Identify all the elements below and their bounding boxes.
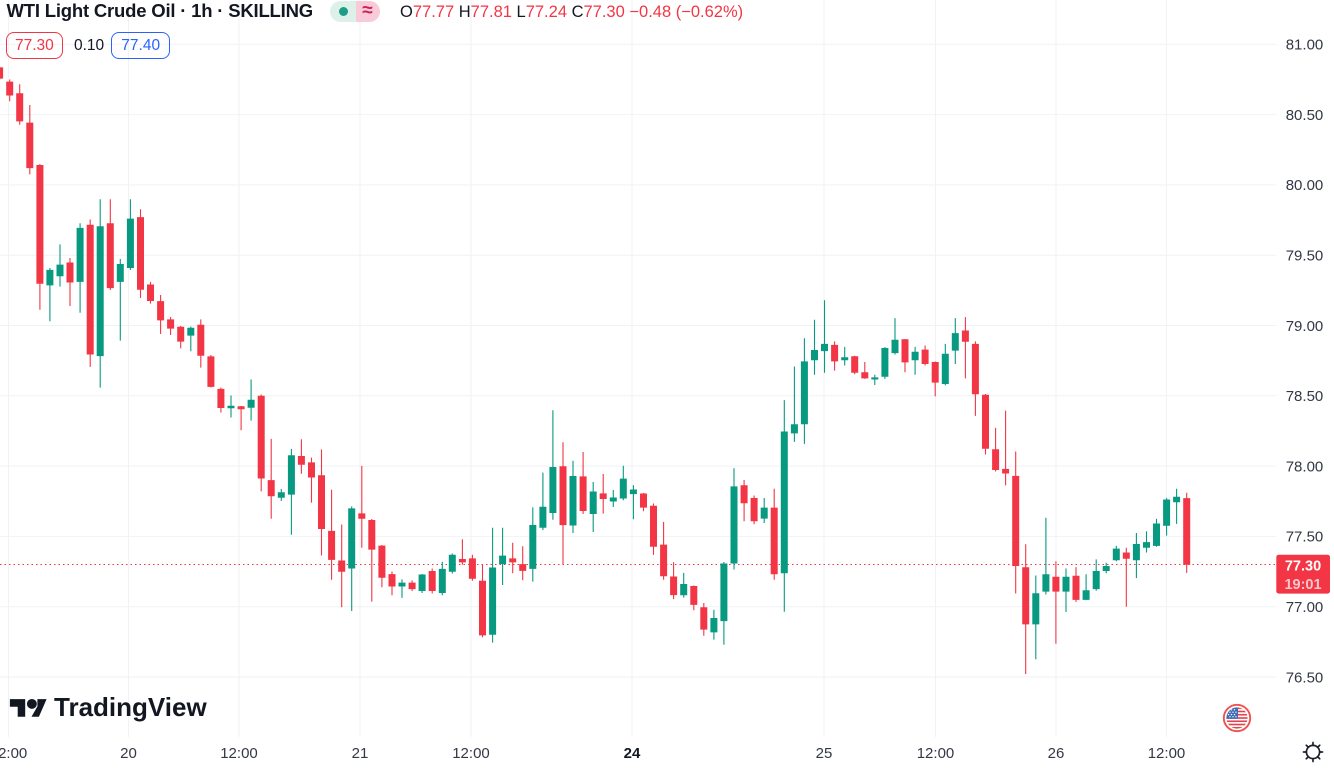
svg-text:76.50: 76.50 [1286,669,1324,686]
svg-text:12:00: 12:00 [452,745,490,762]
svg-text:12:00: 12:00 [917,745,955,762]
svg-text:25: 25 [816,745,833,762]
svg-text:79.50: 79.50 [1286,248,1324,265]
svg-text:80.50: 80.50 [1286,107,1324,124]
svg-text:80.00: 80.00 [1286,177,1324,194]
svg-text:79.00: 79.00 [1286,318,1324,335]
svg-text:81.00: 81.00 [1286,37,1324,54]
svg-text:77.30: 77.30 [1285,559,1321,575]
svg-text:19:01: 19:01 [1284,577,1321,593]
svg-text:12:00: 12:00 [220,745,258,762]
svg-text:12:00: 12:00 [0,745,27,762]
svg-text:26: 26 [1048,745,1065,762]
svg-text:20: 20 [120,745,137,762]
svg-text:TradingView: TradingView [54,692,207,722]
svg-text:12:00: 12:00 [1148,745,1186,762]
svg-text:77.00: 77.00 [1286,599,1324,616]
svg-text:21: 21 [352,745,369,762]
svg-text:77.50: 77.50 [1286,529,1324,546]
svg-text:78.50: 78.50 [1286,388,1324,405]
svg-text:24: 24 [624,745,641,762]
svg-text:78.00: 78.00 [1286,458,1324,475]
